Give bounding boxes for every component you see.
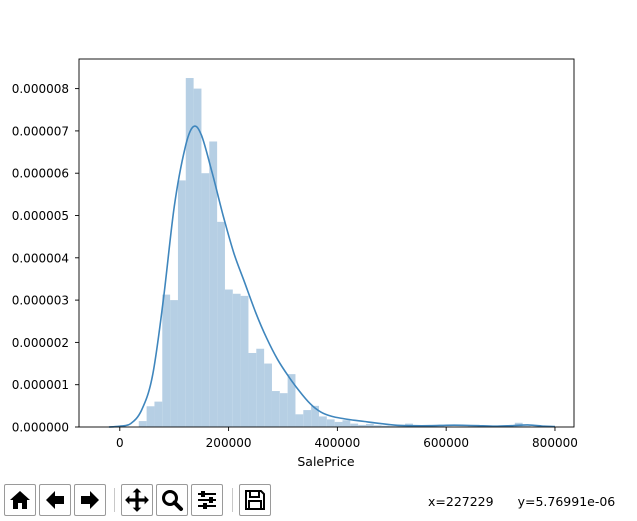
histogram-bar: [201, 173, 210, 427]
histogram-bar: [232, 293, 241, 427]
y-axis-ticks: 0.000000 0.000001 0.000002 0.000003 0.000004…: [12, 82, 79, 435]
histogram-bars: [138, 78, 554, 427]
histogram-bar: [264, 363, 272, 427]
histogram-bar: [334, 421, 343, 427]
y-tick-label: 0.000004: [12, 251, 69, 265]
y-tick-label: 0.000008: [12, 82, 69, 96]
floppy-disk-icon: [245, 490, 265, 510]
axes-frame: [78, 58, 575, 428]
histogram-bar: [287, 374, 296, 427]
y-tick-label: 0.000006: [12, 167, 69, 181]
figure-background: [0, 0, 637, 482]
x-tick-label: 600000: [423, 436, 469, 450]
x-tick-label: 400000: [314, 436, 360, 450]
histogram-bar: [350, 423, 359, 427]
histogram-bar: [193, 88, 202, 427]
sliders-icon: [198, 491, 216, 509]
histogram-bar: [397, 425, 406, 427]
histogram-bar: [295, 414, 304, 427]
histogram-bar: [248, 352, 257, 427]
histogram-bar: [256, 348, 265, 427]
histogram-bar: [279, 393, 288, 427]
magnifier-icon: [162, 490, 183, 511]
histogram-bar: [162, 294, 171, 427]
forward-button[interactable]: [74, 484, 106, 516]
back-button[interactable]: [39, 484, 71, 516]
x-coordinate-readout: x=227229: [428, 494, 494, 509]
histogram-bar: [217, 221, 225, 427]
histogram-bar: [146, 406, 155, 427]
x-axis-label: SalePrice: [297, 454, 355, 469]
kde-line: [108, 125, 556, 428]
x-axis-ticks: 0 200000 400000 600000 800000: [116, 427, 578, 450]
arrow-left-icon: [46, 491, 64, 509]
histogram-bar: [240, 295, 249, 427]
home-button[interactable]: [4, 484, 36, 516]
histogram-bar: [170, 300, 178, 427]
pan-button[interactable]: [121, 484, 153, 516]
y-tick-label: 0.000005: [12, 209, 69, 223]
plot-canvas[interactable]: 0 200000 400000 600000 800000 0.0000000.0000…: [0, 0, 637, 482]
cursor-coordinates: x=227229 y=5.76991e-06: [428, 494, 615, 509]
y-tick-label: 0.000007: [12, 124, 69, 138]
y-tick-label: 0.000001: [12, 378, 69, 392]
navigation-toolbar: [0, 482, 637, 521]
histogram-bar: [358, 424, 366, 427]
histogram-bar: [224, 289, 233, 427]
y-tick-label: 0.000003: [12, 294, 69, 308]
y-tick-label: 0.000002: [12, 336, 69, 350]
histogram-bar: [177, 180, 186, 427]
histogram-bar: [271, 391, 280, 427]
histogram-bar: [373, 425, 382, 427]
arrow-right-icon: [81, 491, 99, 509]
histogram-bar: [365, 424, 374, 427]
configure-subplots-button[interactable]: [191, 484, 223, 516]
save-button[interactable]: [239, 484, 271, 516]
histogram-bar: [209, 141, 218, 427]
x-tick-label: 0: [116, 436, 124, 450]
move-icon: [125, 488, 149, 512]
zoom-button[interactable]: [156, 484, 188, 516]
toolbar-separator: [114, 488, 115, 512]
histogram-bar: [303, 410, 312, 427]
x-tick-label: 200000: [206, 436, 252, 450]
histogram-bar: [342, 420, 351, 427]
histogram-bar: [138, 421, 147, 427]
home-icon: [10, 491, 30, 509]
histogram-bar: [185, 78, 194, 427]
histogram-bar: [326, 419, 335, 427]
y-coordinate-readout: y=5.76991e-06: [517, 494, 616, 509]
toolbar-separator: [232, 488, 233, 512]
histogram-bar: [381, 425, 390, 427]
x-tick-label: 800000: [532, 436, 578, 450]
histogram-bar: [154, 401, 163, 427]
histogram-bar: [318, 416, 327, 427]
histogram-bar: [311, 405, 319, 427]
y-tick-label: 0.000000: [12, 421, 69, 435]
